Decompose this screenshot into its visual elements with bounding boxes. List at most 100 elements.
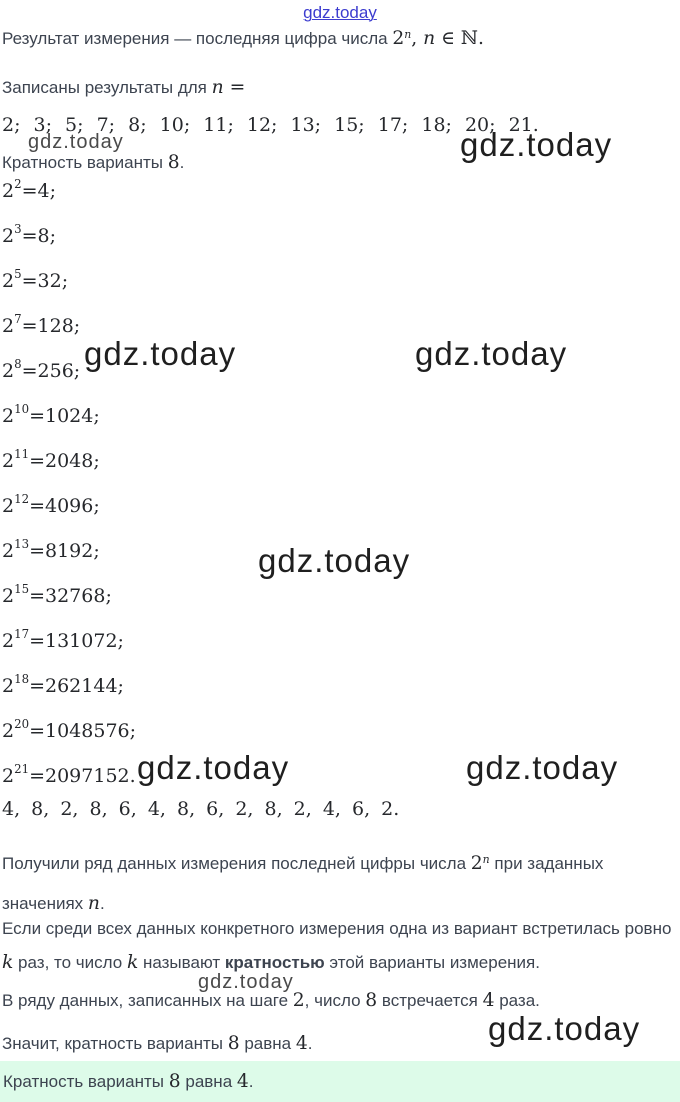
power-separator: ; — [117, 629, 124, 652]
power-separator: ; — [73, 314, 81, 337]
given-paragraph: Записаны результаты для n = — [2, 77, 246, 98]
equals-sign: = — [29, 449, 45, 472]
power-exponent: 11 — [14, 447, 30, 462]
power-separator: ; — [117, 674, 124, 697]
equals-sign: = — [29, 629, 45, 652]
power-value: 4096 — [45, 494, 94, 517]
power-separator: ; — [73, 359, 81, 382]
last-digits-line: 4, 8, 2, 8, 6, 4, 8, 6, 2, 8, 2, 4, 6, 2… — [2, 798, 400, 820]
power-base: 2 — [2, 224, 15, 247]
site-link[interactable]: gdz.today — [303, 3, 377, 22]
equals-sign: = — [21, 179, 38, 202]
power-base: 2 — [2, 359, 15, 382]
power-value: 4 — [37, 179, 50, 202]
power-base: 2 — [2, 179, 15, 202]
equals-sign: = — [21, 224, 38, 247]
power-equation: 2 21 = 2097152. — [2, 753, 136, 798]
power-separator: . — [129, 764, 136, 787]
power-base: 2 — [2, 494, 15, 517]
equals-sign: = — [21, 359, 38, 382]
power-separator: ; — [93, 404, 100, 427]
power-equation: 2 13 = 8192; — [2, 528, 136, 573]
power-exponent: 5 — [14, 267, 22, 282]
equals-sign: = — [29, 404, 45, 427]
power-value: 2048 — [45, 449, 94, 472]
equals-sign: = — [29, 764, 45, 787]
power-value: 131072 — [45, 629, 118, 652]
equals-sign: = — [29, 719, 45, 742]
equals-sign: = — [21, 314, 38, 337]
power-equation: 2 20 = 1048576; — [2, 708, 136, 753]
n-values-line: 2; 3; 5; 7; 8; 10; 11; 12; 13; 15; 17; 1… — [2, 114, 539, 136]
power-exponent: 13 — [14, 537, 30, 552]
equals-sign: = — [29, 674, 45, 697]
power-equation: 2 11 = 2048; — [2, 438, 136, 483]
power-exponent: 20 — [14, 717, 30, 732]
power-exponent: 3 — [14, 222, 22, 237]
power-equation: 2 12 = 4096; — [2, 483, 136, 528]
power-exponent: 17 — [14, 627, 30, 642]
power-exponent: 7 — [14, 312, 22, 327]
intro-paragraph: Результат измерения — последняя цифра чи… — [2, 28, 484, 49]
power-value: 32768 — [45, 584, 106, 607]
power-separator: ; — [93, 539, 100, 562]
power-equation: 2 18 = 262144; — [2, 663, 136, 708]
answer-text: Кратность варианты 8 равна 4. — [3, 1071, 254, 1092]
power-value: 32 — [37, 269, 62, 292]
power-value: 256 — [37, 359, 74, 382]
power-exponent: 12 — [14, 492, 30, 507]
equals-sign: = — [21, 269, 38, 292]
watermark-text: gdz.today — [258, 542, 411, 579]
result-series-paragraph: Получили ряд данных измерения последней … — [2, 853, 604, 914]
power-base: 2 — [2, 764, 15, 787]
power-base: 2 — [2, 674, 15, 697]
power-base: 2 — [2, 404, 15, 427]
power-exponent: 10 — [14, 402, 30, 417]
power-equation: 2 15 = 32768; — [2, 573, 136, 618]
power-exponent: 21 — [14, 762, 30, 777]
power-separator: ; — [105, 584, 112, 607]
power-value: 262144 — [45, 674, 118, 697]
power-base: 2 — [2, 719, 15, 742]
watermark-text: gdz.today — [137, 749, 290, 786]
power-exponent: 15 — [14, 582, 30, 597]
power-base: 2 — [2, 584, 15, 607]
power-separator: ; — [49, 224, 57, 247]
power-separator: ; — [93, 494, 100, 517]
step-header: Кратность варианты 8. — [2, 152, 185, 173]
power-equation: 2 10 = 1024; — [2, 393, 136, 438]
power-base: 2 — [2, 449, 15, 472]
power-value: 8192 — [45, 539, 94, 562]
power-equation: 2 17 = 131072; — [2, 618, 136, 663]
power-base: 2 — [2, 314, 15, 337]
power-value: 8 — [37, 224, 50, 247]
power-value: 1048576 — [45, 719, 130, 742]
power-value: 1024 — [45, 404, 94, 427]
conclusion-paragraph: Значит, кратность варианты 8 равна 4. — [2, 1033, 313, 1054]
power-exponent: 2 — [14, 177, 22, 192]
power-exponent: 8 — [14, 357, 22, 372]
observation-paragraph: В ряду данных, записанных на шаге 2, чис… — [2, 990, 540, 1011]
definition-paragraph: Если среди всех данных конкретного измер… — [2, 919, 672, 973]
power-value: 2097152 — [45, 764, 130, 787]
power-separator: ; — [61, 269, 69, 292]
watermark-text: gdz.today — [466, 749, 619, 786]
power-base: 2 — [2, 629, 15, 652]
watermark-text: gdz.today — [415, 335, 568, 372]
power-exponent: 18 — [14, 672, 30, 687]
power-separator: ; — [129, 719, 137, 742]
power-base: 2 — [2, 539, 15, 562]
power-value: 128 — [37, 314, 74, 337]
equals-sign: = — [29, 584, 45, 607]
power-base: 2 — [2, 269, 15, 292]
power-separator: ; — [93, 449, 100, 472]
equals-sign: = — [29, 494, 45, 517]
equals-sign: = — [29, 539, 45, 562]
